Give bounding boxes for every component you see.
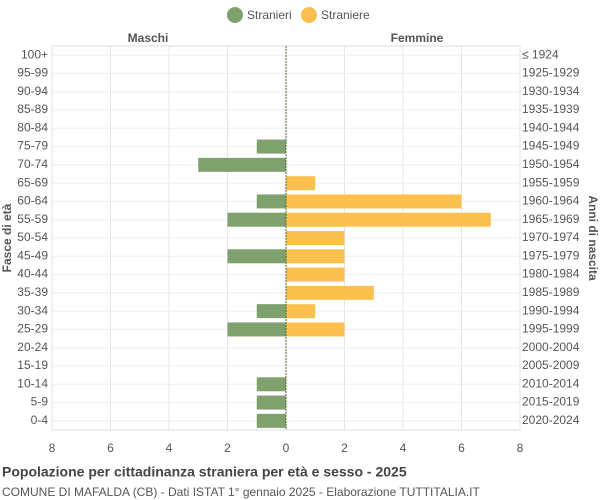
y2-tick-label: 1955-1959 xyxy=(522,175,580,189)
bar xyxy=(286,194,462,209)
legend-label: Stranieri xyxy=(247,8,292,22)
x-tick-label: 0 xyxy=(283,441,290,455)
y-tick-label: 55-59 xyxy=(17,212,48,226)
x-tick-label: 4 xyxy=(400,441,407,455)
chart-subtitle: COMUNE DI MAFALDA (CB) - Dati ISTAT 1° g… xyxy=(2,485,481,499)
y2-tick-label: 1990-1994 xyxy=(522,303,580,317)
y2-tick-label: 2015-2019 xyxy=(522,395,580,409)
y-tick-label: 70-74 xyxy=(17,157,48,171)
y2-tick-label: 1945-1949 xyxy=(522,139,580,153)
y-tick-label: 0-4 xyxy=(31,413,49,427)
y-tick-label: 45-49 xyxy=(17,248,48,262)
y-tick-label: 15-19 xyxy=(17,358,48,372)
y2-tick-label: 2010-2014 xyxy=(522,376,580,390)
y2-tick-label: 1925-1929 xyxy=(522,66,580,80)
x-tick-label: 4 xyxy=(166,441,173,455)
y-tick-label: 60-64 xyxy=(17,194,48,208)
y2-tick-label: 2005-2009 xyxy=(522,358,580,372)
right-header: Femmine xyxy=(391,31,444,45)
y-axis-label: Fasce di età xyxy=(0,203,14,272)
y-tick-label: 75-79 xyxy=(17,139,48,153)
y2-tick-label: 1970-1974 xyxy=(522,230,580,244)
bar xyxy=(286,249,345,264)
x-tick-label: 6 xyxy=(458,441,465,455)
bar xyxy=(286,322,345,337)
bar xyxy=(256,139,286,154)
y-tick-label: 95-99 xyxy=(17,66,48,80)
y-tick-label: 100+ xyxy=(21,47,48,61)
y2-tick-label: 1930-1934 xyxy=(522,84,580,98)
bar xyxy=(256,413,286,428)
legend-label: Straniere xyxy=(321,8,370,22)
bar xyxy=(286,267,345,282)
y-tick-label: 25-29 xyxy=(17,322,48,336)
y2-tick-label: 1950-1954 xyxy=(522,157,580,171)
y-tick-label: 85-89 xyxy=(17,102,48,116)
bar xyxy=(198,157,286,172)
x-tick-label: 2 xyxy=(224,441,231,455)
bar xyxy=(227,212,286,227)
y2-tick-label: 1935-1939 xyxy=(522,102,580,116)
y-tick-label: 80-84 xyxy=(17,120,48,134)
bar xyxy=(286,212,491,227)
bar xyxy=(256,194,286,209)
y2-tick-label: 1975-1979 xyxy=(522,248,580,262)
y-tick-label: 5-9 xyxy=(31,395,49,409)
y2-tick-label: ≤ 1924 xyxy=(522,47,559,61)
y2-tick-label: 1980-1984 xyxy=(522,267,580,281)
y-tick-label: 40-44 xyxy=(17,267,48,281)
y2-tick-label: 1940-1944 xyxy=(522,120,580,134)
bar xyxy=(286,231,345,245)
y2-tick-label: 1985-1989 xyxy=(522,285,580,299)
bar xyxy=(286,285,374,300)
y2-tick-label: 2000-2004 xyxy=(522,340,580,354)
x-tick-label: 8 xyxy=(49,441,56,455)
y-tick-label: 10-14 xyxy=(17,376,48,390)
y-tick-label: 50-54 xyxy=(17,230,48,244)
bar xyxy=(286,176,316,191)
bar xyxy=(256,377,286,392)
y2-tick-label: 1965-1969 xyxy=(522,212,580,226)
y2-axis-label: Anni di nascita xyxy=(586,195,600,281)
legend-swatch xyxy=(301,7,317,23)
left-header: Maschi xyxy=(128,31,169,45)
legend-swatch xyxy=(227,7,243,23)
x-tick-label: 2 xyxy=(341,441,348,455)
y2-tick-label: 2020-2024 xyxy=(522,413,580,427)
chart-title: Popolazione per cittadinanza straniera p… xyxy=(2,464,407,480)
x-tick-label: 6 xyxy=(107,441,114,455)
y-tick-label: 90-94 xyxy=(17,84,48,98)
bar xyxy=(227,249,286,264)
bar xyxy=(286,304,316,319)
bar xyxy=(256,395,286,410)
y2-tick-label: 1995-1999 xyxy=(522,322,580,336)
y2-tick-label: 1960-1964 xyxy=(522,194,580,208)
y-tick-label: 20-24 xyxy=(17,340,48,354)
bar xyxy=(227,322,286,337)
y-tick-label: 65-69 xyxy=(17,175,48,189)
x-tick-label: 8 xyxy=(517,441,524,455)
bar xyxy=(256,304,286,319)
y-tick-label: 30-34 xyxy=(17,303,48,317)
y-tick-label: 35-39 xyxy=(17,285,48,299)
